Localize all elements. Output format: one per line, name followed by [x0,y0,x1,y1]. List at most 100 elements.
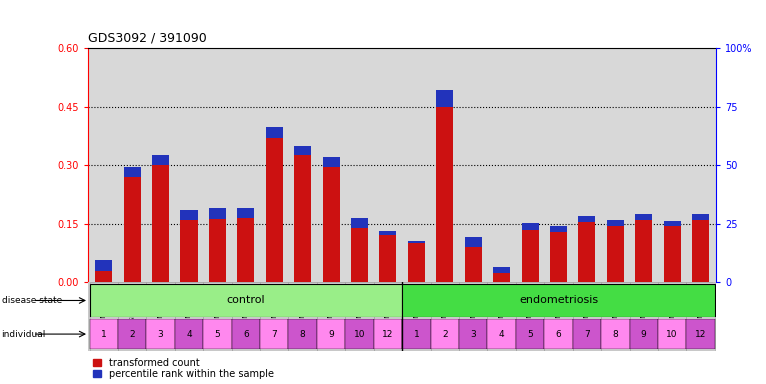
Bar [635,220,653,282]
Text: GSM115014: GSM115014 [640,286,647,326]
Bar [322,167,339,282]
Bar [322,157,339,167]
Bar [175,282,203,351]
Text: 9: 9 [328,329,334,339]
Bar [118,319,146,349]
Bar [374,319,402,349]
Bar [317,319,345,349]
Bar [630,282,658,351]
Bar [601,319,630,349]
Text: GDS3092 / 391090: GDS3092 / 391090 [88,31,207,44]
Text: GSM115007: GSM115007 [243,286,249,326]
Bar [437,107,453,282]
Text: 12: 12 [382,329,394,339]
Bar [522,230,538,282]
Text: GSM115011: GSM115011 [300,286,306,326]
Bar [607,220,624,226]
Text: GSM115009: GSM115009 [271,286,277,326]
Bar [379,235,397,282]
Bar [152,155,169,165]
Bar [289,282,317,351]
Bar [260,282,289,351]
Bar [522,223,538,230]
Bar [294,146,311,156]
Text: GSM115001: GSM115001 [158,286,164,326]
Bar [379,231,397,235]
Bar [294,156,311,282]
Bar [209,218,226,282]
Bar [545,319,573,349]
Bar [459,319,487,349]
Bar [692,220,709,282]
Bar [90,284,402,317]
Bar [146,319,175,349]
Text: 12: 12 [695,329,706,339]
Bar [459,282,487,351]
Bar [181,220,198,282]
Bar [146,282,175,351]
Text: GSM115008: GSM115008 [555,286,561,326]
Bar [516,319,545,349]
Bar [601,282,630,351]
Text: GSM115010: GSM115010 [584,286,590,326]
Bar [152,165,169,282]
Bar [487,282,516,351]
Bar [550,232,567,282]
Text: GSM115006: GSM115006 [527,286,533,326]
Text: 5: 5 [527,329,533,339]
Text: 8: 8 [300,329,306,339]
Text: 3: 3 [470,329,476,339]
Text: GSM115016: GSM115016 [669,286,675,326]
Text: 7: 7 [271,329,277,339]
Bar [573,319,601,349]
Text: GSM115000: GSM115000 [442,286,448,326]
Bar [181,210,198,220]
Bar [607,226,624,282]
Text: GSM114999: GSM114999 [129,286,135,326]
Bar [175,319,203,349]
Bar [493,273,510,282]
Text: control: control [227,295,265,306]
Bar [203,319,231,349]
Bar [118,282,146,351]
Bar [430,319,459,349]
Legend: transformed count, percentile rank within the sample: transformed count, percentile rank withi… [93,358,273,379]
Text: 5: 5 [214,329,221,339]
Text: 7: 7 [584,329,590,339]
Text: 1: 1 [414,329,419,339]
Bar [550,226,567,232]
Bar [123,177,141,282]
Bar [402,282,430,351]
Bar [123,167,141,177]
Bar [573,282,601,351]
Bar [95,271,113,282]
Bar [345,282,374,351]
Bar [578,222,595,282]
Bar [692,214,709,220]
Text: endometriosis: endometriosis [519,295,598,306]
Bar [266,138,283,282]
Bar [231,319,260,349]
Text: GSM115015: GSM115015 [356,286,362,326]
Bar [351,218,368,228]
Text: GSM115013: GSM115013 [328,286,334,326]
Text: GSM115012: GSM115012 [612,286,618,326]
Bar [545,282,573,351]
Bar [345,319,374,349]
Bar [635,214,653,220]
Text: GSM115002: GSM115002 [470,286,476,326]
Bar [237,218,254,282]
Bar [317,282,345,351]
Bar [402,284,715,317]
Bar [578,216,595,222]
Bar [465,237,482,247]
Text: 4: 4 [499,329,505,339]
Bar [374,282,402,351]
Text: 6: 6 [555,329,561,339]
Text: 2: 2 [129,329,135,339]
Text: GSM115018: GSM115018 [385,286,391,326]
Text: 3: 3 [158,329,163,339]
Bar [237,208,254,218]
Bar [90,282,118,351]
Bar [209,208,226,218]
